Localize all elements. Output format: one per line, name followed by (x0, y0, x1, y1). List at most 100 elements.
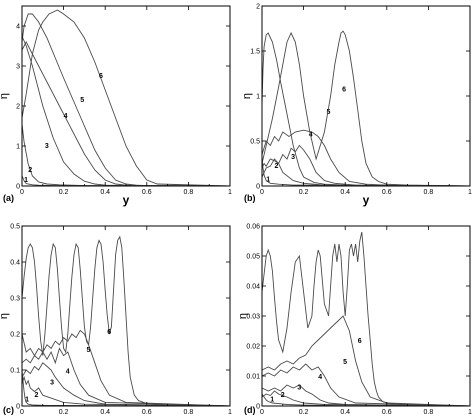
series-label-4: 4 (318, 374, 322, 381)
x-tick-label: 0.6 (142, 409, 152, 416)
x-axis-label: y (363, 413, 370, 416)
x-tick-label: 1 (468, 189, 472, 196)
y-tick-label: 0.04 (246, 284, 260, 291)
panel-c: 12345600.20.40.60.8100.10.20.30.40.5yη(c… (0, 224, 232, 416)
x-tick-label: 0 (260, 409, 264, 416)
panel-label: (b) (244, 193, 256, 203)
y-tick-label: 1 (16, 144, 20, 151)
series-label-4: 4 (66, 369, 70, 376)
y-tick-label: 0 (256, 404, 260, 411)
y-tick-label: 0.5 (250, 139, 260, 146)
y-tick-label: 0.02 (246, 344, 260, 351)
series-line-2 (21, 123, 230, 187)
series-line-3 (261, 144, 470, 187)
x-axis-label: y (363, 193, 370, 207)
x-axis-label: y (123, 193, 130, 207)
series-label-6: 6 (99, 73, 103, 80)
series-line-1 (21, 369, 231, 407)
x-tick-label: 0.4 (100, 189, 110, 196)
series-label-6: 6 (358, 338, 362, 345)
series-label-1: 1 (266, 177, 270, 184)
x-tick-label: 0.8 (424, 409, 434, 416)
series-line-4 (261, 129, 471, 187)
series-label-2: 2 (275, 163, 279, 170)
y-tick-label: 1 (256, 94, 260, 101)
x-tick-label: 0.8 (424, 189, 434, 196)
x-tick-label: 0.6 (382, 409, 392, 416)
series-label-1: 1 (24, 177, 28, 184)
series-label-3: 3 (50, 379, 54, 386)
series-label-5: 5 (343, 359, 347, 366)
x-tick-label: 0.2 (59, 189, 69, 196)
y-tick-label: 0.2 (10, 332, 20, 339)
y-tick-label: 0 (16, 404, 20, 411)
series-line-4 (21, 347, 231, 407)
y-axis-label: η (237, 313, 249, 319)
series-line-6 (261, 231, 471, 407)
series-label-1: 1 (270, 397, 274, 404)
x-tick-label: 0.2 (299, 409, 309, 416)
series-line-5 (261, 32, 471, 187)
y-tick-label: 3 (16, 64, 20, 71)
series-line-4 (261, 363, 471, 407)
y-axis-label: η (0, 93, 10, 99)
panel-label: (a) (3, 193, 14, 203)
series-label-5: 5 (80, 97, 84, 104)
x-tick-label: 1 (468, 409, 472, 416)
y-axis-label: η (241, 93, 253, 99)
series-label-6: 6 (107, 329, 111, 336)
x-tick-label: 0.2 (299, 189, 309, 196)
x-tick-label: 0 (20, 189, 24, 196)
series-label-3: 3 (297, 385, 301, 392)
y-tick-label: 0 (256, 184, 260, 191)
series-line-3 (21, 35, 231, 187)
y-tick-label: 2 (16, 104, 20, 111)
x-tick-label: 0.8 (184, 189, 194, 196)
panel-label: (c) (3, 405, 14, 415)
x-tick-label: 0.8 (184, 409, 194, 416)
series-line-5 (21, 13, 231, 187)
series-line-6 (261, 30, 471, 187)
x-tick-label: 0.4 (340, 189, 350, 196)
x-tick-label: 0 (20, 409, 24, 416)
plot-frame (261, 225, 471, 407)
series-line-5 (21, 329, 231, 407)
series-label-4: 4 (64, 113, 68, 120)
series-label-5: 5 (327, 109, 331, 116)
series-line-5 (261, 315, 471, 407)
series-label-3: 3 (45, 143, 49, 150)
series-label-5: 5 (87, 347, 91, 354)
series-label-2: 2 (35, 392, 39, 399)
x-tick-label: 1 (228, 189, 232, 196)
y-tick-label: 0.3 (10, 296, 20, 303)
series-line-2 (261, 158, 470, 187)
x-tick-label: 0.6 (142, 189, 152, 196)
series-label-3: 3 (291, 154, 295, 161)
series-line-2 (21, 375, 231, 407)
y-tick-label: 0.05 (246, 254, 260, 261)
series-label-1: 1 (25, 397, 29, 404)
series-label-2: 2 (28, 167, 32, 174)
y-axis-label: η (0, 313, 10, 319)
series-label-6: 6 (342, 87, 346, 94)
plot-frame (21, 5, 231, 187)
panel-label: (d) (244, 405, 256, 415)
x-axis-label: y (123, 413, 130, 416)
series-line-6 (21, 235, 231, 407)
y-tick-label: 0.5 (10, 224, 20, 231)
y-tick-label: 0.01 (246, 374, 260, 381)
y-tick-label: 0.06 (246, 224, 260, 231)
x-tick-label: 0.2 (59, 409, 69, 416)
series-label-2: 2 (281, 392, 285, 399)
y-tick-label: 4 (16, 24, 20, 31)
y-tick-label: 0.03 (246, 314, 260, 321)
x-tick-label: 0.4 (340, 409, 350, 416)
series-line-4 (21, 41, 231, 187)
y-tick-label: 2 (256, 4, 260, 11)
series-line-2 (261, 390, 471, 407)
x-tick-label: 0.4 (100, 409, 110, 416)
